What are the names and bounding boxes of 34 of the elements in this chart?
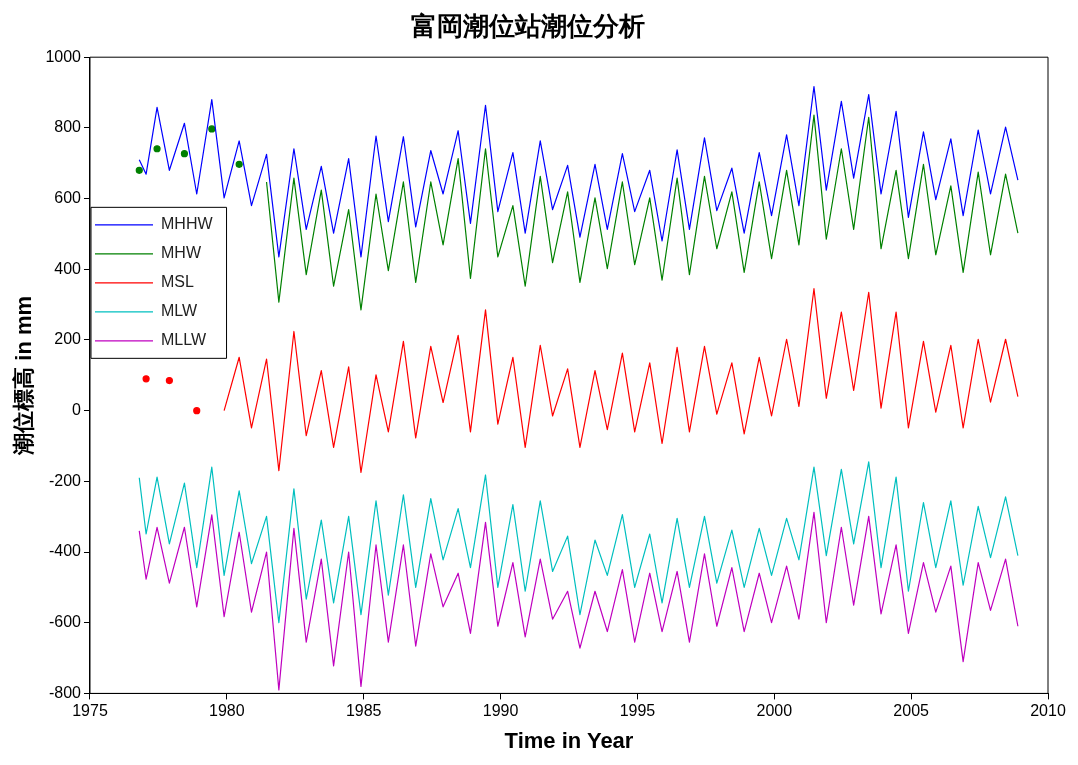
point — [165, 377, 173, 385]
point — [142, 375, 150, 383]
point — [193, 407, 201, 415]
x-tick-label: 1975 — [72, 702, 108, 720]
y-tick-label: 800 — [54, 118, 82, 136]
y-tick-label: -600 — [48, 613, 82, 631]
y-tick-label: -400 — [48, 542, 82, 560]
legend-label: MHW — [160, 244, 202, 262]
legend-label: MLLW — [160, 331, 207, 349]
y-tick-label: 200 — [54, 330, 82, 348]
y-tick-label: 0 — [72, 401, 82, 419]
y-tick-label: 600 — [54, 188, 82, 206]
x-tick-label: 1985 — [345, 702, 382, 720]
x-tick-label: 2000 — [756, 702, 793, 720]
point — [208, 125, 216, 133]
point — [153, 145, 161, 153]
legend-label: MLW — [160, 302, 199, 320]
chart-title: 富岡潮位站潮位分析 — [411, 10, 645, 41]
y-tick-label: -800 — [48, 683, 82, 701]
x-tick-label: 1990 — [482, 702, 519, 720]
legend-label: MSL — [160, 273, 194, 291]
legend-label: MHHW — [160, 215, 214, 233]
x-tick-label: 1980 — [209, 702, 245, 720]
x-tick-label: 2005 — [893, 702, 930, 720]
y-tick-label: 400 — [54, 259, 82, 277]
y-tick-label: -200 — [48, 471, 82, 489]
x-axis-title: Time in Year — [504, 727, 634, 753]
y-axis-title: 潮位標高 in mm — [11, 295, 37, 456]
point — [180, 150, 189, 158]
point — [235, 160, 243, 168]
y-tick-label: 1000 — [45, 47, 82, 65]
x-tick-label: 2010 — [1030, 702, 1066, 720]
point — [135, 166, 143, 174]
x-tick-label: 1995 — [619, 702, 656, 720]
